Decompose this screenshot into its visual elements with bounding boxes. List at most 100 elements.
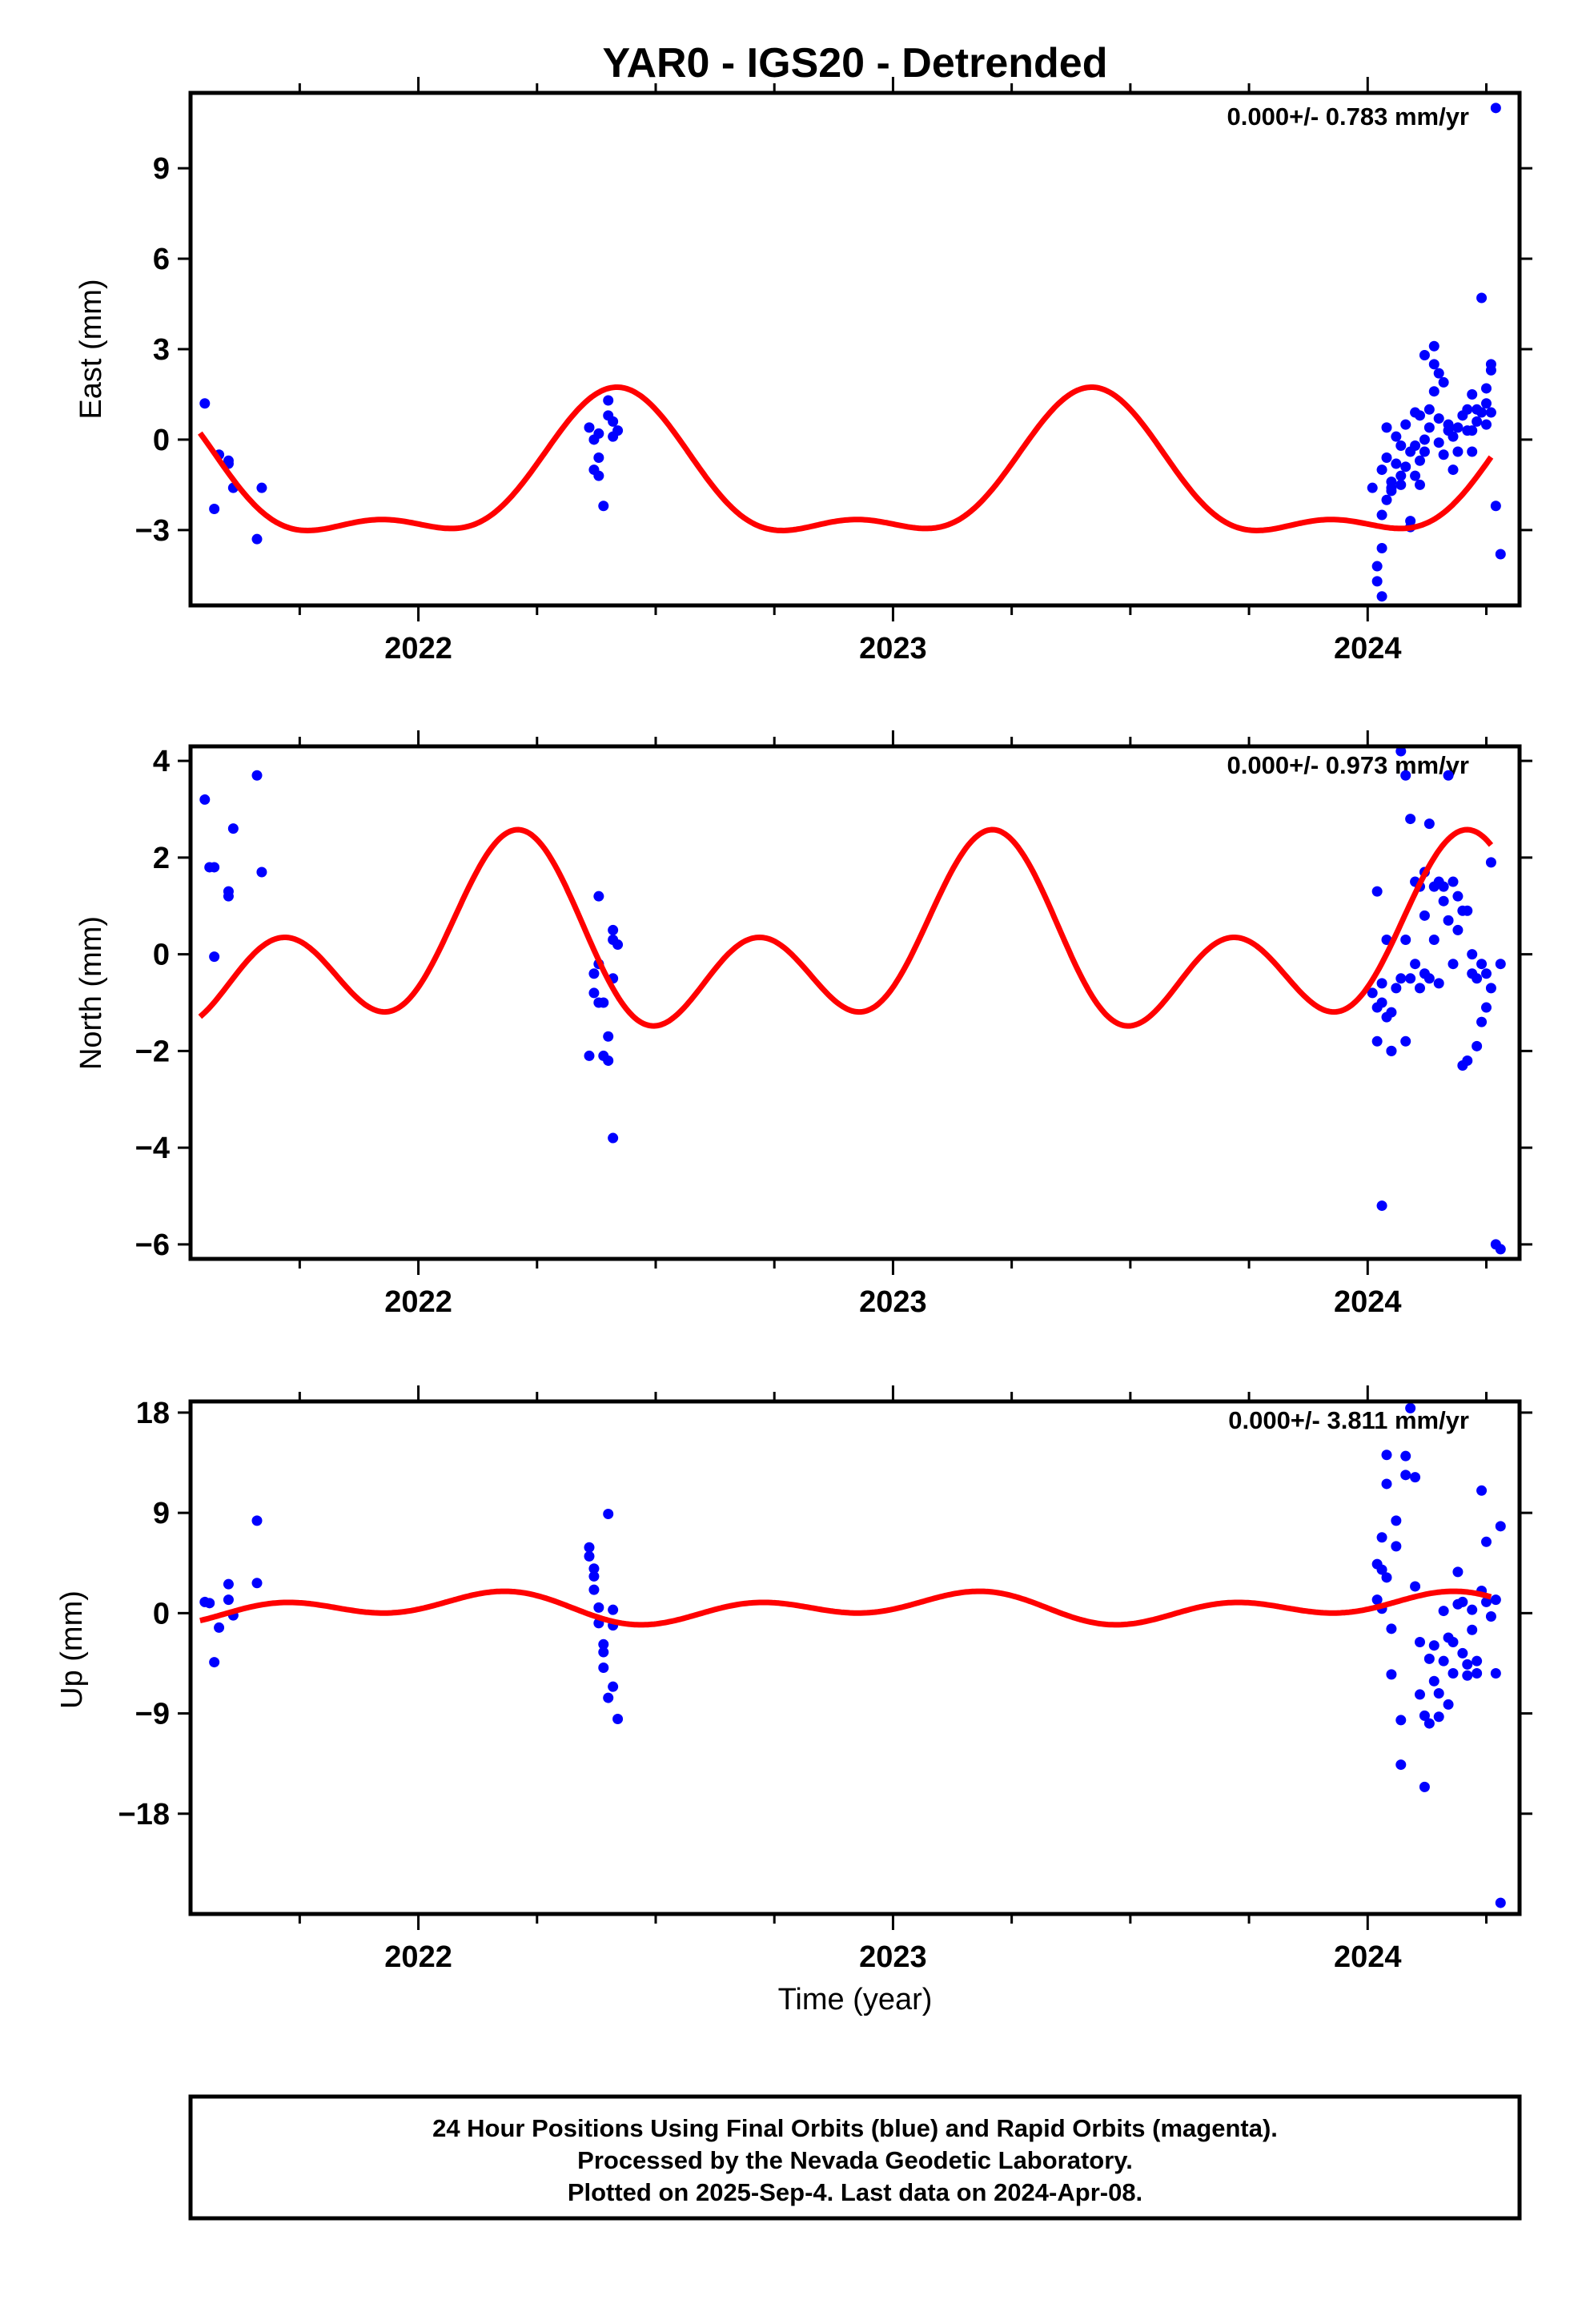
east-plot-area: [198, 103, 1506, 602]
up-data-point: [1490, 1667, 1501, 1679]
north-fit-curve: [198, 826, 1494, 1029]
east-data-point: [1367, 482, 1378, 493]
north-data-point: [1400, 770, 1411, 781]
east-data-point: [1447, 431, 1459, 442]
east-data-point: [1467, 425, 1478, 436]
east-data-point: [1395, 470, 1407, 481]
east-data-point: [1381, 422, 1392, 433]
up-data-point: [1490, 1594, 1501, 1606]
up-y-axis-label: Up (mm): [55, 1590, 89, 1709]
north-data-point: [1367, 987, 1378, 999]
east-data-point: [1415, 479, 1425, 490]
north-data-point: [223, 886, 234, 897]
east-data-point: [251, 533, 263, 545]
east-data-point: [1481, 383, 1492, 394]
up-y-tick-label: −18: [118, 1798, 170, 1831]
north-y-tick-label: 2: [153, 842, 170, 875]
footer-line-1: 24 Hour Positions Using Final Orbits (bl…: [432, 2114, 1278, 2142]
north-data-point: [1438, 881, 1449, 892]
up-data-point: [1447, 1667, 1459, 1679]
up-data-point: [1438, 1655, 1449, 1667]
east-data-point: [1376, 542, 1387, 553]
east-data-point: [1410, 440, 1421, 451]
east-data-point: [1395, 440, 1407, 451]
up-y-tick-label: 9: [153, 1497, 170, 1530]
east-data-point: [1472, 416, 1483, 427]
up-data-point: [1428, 1675, 1439, 1687]
east-data-point: [1400, 419, 1411, 430]
north-data-point: [1415, 983, 1425, 994]
east-data-point: [1391, 431, 1402, 442]
north-data-point: [603, 1055, 614, 1066]
up-data-point: [1410, 1472, 1421, 1483]
north-data-point: [1452, 924, 1464, 935]
east-data-point: [1410, 470, 1421, 481]
north-data-point: [1423, 818, 1435, 830]
east-data-point: [1433, 413, 1444, 424]
north-data-point: [1462, 1055, 1473, 1066]
east-data-point: [1452, 446, 1464, 457]
north-data-point: [1462, 905, 1473, 916]
east-data-point: [584, 422, 595, 433]
north-y-tick-label: 0: [153, 939, 170, 972]
up-data-point: [588, 1584, 600, 1595]
north-data-point: [1386, 1045, 1397, 1056]
east-data-point: [1423, 422, 1435, 433]
up-data-point: [1433, 1711, 1444, 1723]
east-y-tick-label: 9: [153, 152, 170, 186]
north-data-point: [1371, 1035, 1383, 1047]
footer-line-2: Processed by the Nevada Geodetic Laborat…: [577, 2146, 1133, 2174]
up-data-point: [1457, 1647, 1468, 1659]
up-data-point: [1438, 1606, 1449, 1617]
east-data-point: [612, 425, 624, 436]
up-data-point: [204, 1598, 215, 1609]
east-fit-curve: [198, 384, 1494, 533]
footer-box: 24 Hour Positions Using Final Orbits (bl…: [188, 2094, 1522, 2221]
east-data-point: [1400, 461, 1411, 472]
up-y-tick-label: 0: [153, 1597, 170, 1630]
north-data-point: [1391, 983, 1402, 994]
up-data-point: [1371, 1594, 1383, 1606]
up-data-point: [1457, 1596, 1468, 1607]
east-data-point: [1419, 446, 1430, 457]
up-data-point: [1415, 1637, 1425, 1648]
up-data-point: [1423, 1653, 1435, 1664]
north-data-point: [1467, 949, 1478, 960]
up-data-point: [1410, 1581, 1421, 1592]
up-data-point: [1495, 1897, 1506, 1908]
up-data-point: [1381, 1449, 1392, 1461]
east-data-point: [1428, 340, 1439, 352]
north-data-point: [1472, 973, 1483, 984]
up-fit-curve: [199, 1588, 1492, 1628]
east-data-point: [1467, 446, 1478, 457]
up-data-point: [598, 1647, 609, 1658]
east-data-point: [593, 470, 604, 481]
up-data-point: [1467, 1624, 1478, 1635]
east-data-point: [1428, 386, 1439, 397]
east-panel: East (mm) 0.000+/- 0.783 mm/yr −3 0 3 6 9 202…: [74, 77, 1532, 665]
up-data-point: [1462, 1659, 1473, 1670]
north-data-point: [1395, 746, 1407, 757]
north-data-point: [209, 951, 220, 963]
up-data-point: [214, 1622, 225, 1633]
east-data-point: [1415, 410, 1425, 421]
up-data-point: [1452, 1566, 1464, 1578]
north-data-point: [227, 823, 239, 834]
up-data-point: [584, 1550, 595, 1562]
east-data-point: [1481, 398, 1492, 409]
north-data-point: [1476, 1016, 1488, 1027]
north-data-point: [1428, 935, 1439, 946]
up-data-point: [1395, 1759, 1407, 1771]
east-data-point: [1381, 452, 1392, 464]
up-data-point: [612, 1714, 624, 1725]
up-data-point: [1443, 1699, 1454, 1710]
north-y-axis-label: North (mm): [74, 916, 108, 1070]
up-data-point: [1481, 1596, 1492, 1607]
up-data-point: [1381, 1572, 1392, 1583]
east-data-point: [1395, 479, 1407, 490]
north-data-point: [1423, 973, 1435, 984]
north-data-point: [1410, 959, 1421, 970]
north-data-point: [1438, 895, 1449, 907]
up-y-tick-label: −9: [135, 1698, 170, 1731]
east-data-point: [598, 501, 609, 512]
